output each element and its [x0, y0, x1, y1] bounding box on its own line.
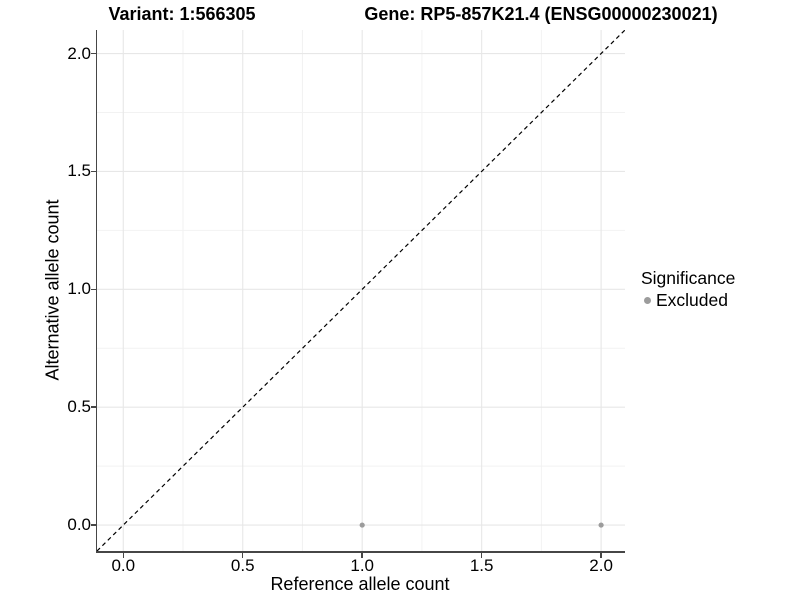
- x-tick-mark: [241, 552, 244, 558]
- y-axis-line: [95, 30, 97, 553]
- y-tick-label: 1.5: [67, 161, 91, 181]
- x-tick-label: 0.0: [111, 556, 136, 575]
- y-tick-mark: [90, 170, 96, 173]
- plot-title-gene: Gene: RP5-857K21.4 (ENSG00000230021): [364, 4, 718, 24]
- y-tick-label: 1.0: [67, 279, 91, 299]
- x-tick-label: 1.0: [350, 556, 375, 575]
- y-tick-mark: [90, 288, 96, 291]
- x-tick-label: 1.5: [469, 556, 494, 575]
- x-tick-mark: [122, 552, 125, 558]
- legend-marker-excluded-icon: [644, 296, 651, 304]
- legend-entry-excluded: Excluded: [644, 290, 735, 310]
- legend-title: Significance: [641, 268, 736, 288]
- y-tick-label: 0.0: [67, 515, 91, 535]
- x-tick-mark: [480, 552, 483, 558]
- x-tick-mark: [361, 552, 363, 558]
- plot-panel: [97, 30, 625, 551]
- x-axis-line: [95, 551, 625, 553]
- y-tick-label: 2.0: [67, 43, 91, 63]
- plot-canvas: [97, 30, 625, 551]
- y-tick-mark: [90, 406, 96, 408]
- y-axis-title: Alternative allele count: [42, 199, 63, 381]
- y-tick-label: 0.5: [67, 397, 91, 417]
- legend-entry-label: Excluded: [656, 290, 728, 310]
- x-tick-label: 2.0: [589, 556, 613, 575]
- y-tick-mark: [90, 52, 96, 55]
- x-axis-title: Reference allele count: [270, 574, 450, 594]
- x-tick-mark: [600, 552, 602, 558]
- legend: Significance Excluded: [641, 268, 735, 310]
- y-tick-mark: [90, 524, 96, 526]
- x-tick-label: 0.5: [230, 556, 255, 575]
- plot-title-variant: Variant: 1:566305: [108, 4, 256, 24]
